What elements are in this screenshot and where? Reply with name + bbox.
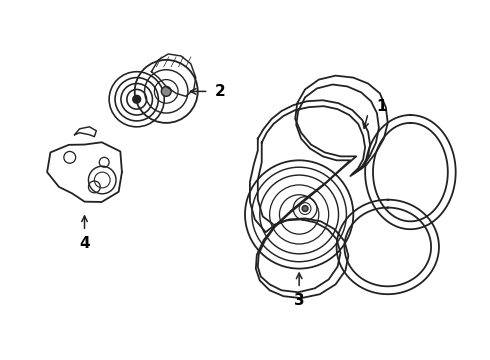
Circle shape xyxy=(133,95,141,103)
Text: 4: 4 xyxy=(79,237,90,252)
Text: 1: 1 xyxy=(377,99,387,114)
Text: 3: 3 xyxy=(294,293,304,307)
Circle shape xyxy=(302,206,308,212)
Text: 2: 2 xyxy=(215,84,226,99)
Circle shape xyxy=(161,86,171,96)
